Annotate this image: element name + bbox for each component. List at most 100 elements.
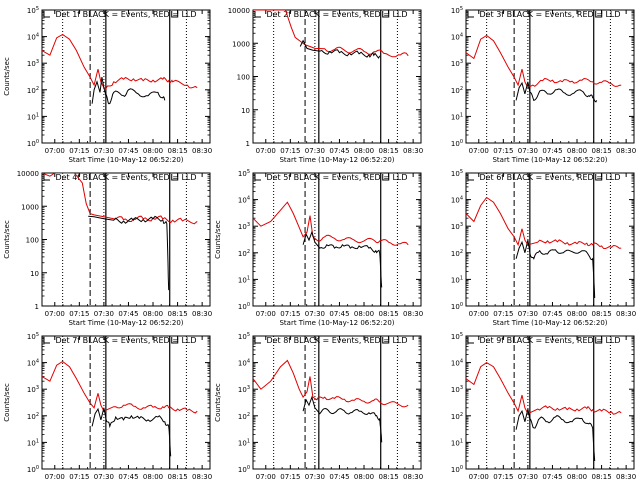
y-tick-label: 100 [27, 139, 39, 148]
x-tick-label: 08:30 [403, 147, 423, 155]
y-axis-label: Counts/sec [3, 57, 11, 96]
series-events-black [299, 39, 381, 59]
y-tick-label: 100 [238, 302, 250, 311]
x-tick-label: 07:45 [118, 310, 138, 318]
y-tick-label: 101 [238, 275, 250, 284]
y-tick-label: 105 [451, 169, 463, 178]
y-tick-label: 100 [26, 237, 39, 245]
detector-panel-5: Det 5f BLACK = Events, RED = LLD Counts/s… [214, 169, 423, 327]
x-tick-label: 07:00 [45, 473, 65, 480]
y-tick-label: 100 [451, 465, 463, 474]
series-events-black [515, 408, 596, 462]
x-tick-label: 07:45 [118, 147, 138, 155]
series-events-black [91, 407, 172, 457]
x-tick-label: 08:15 [591, 147, 611, 155]
x-tick-label: 07:15 [280, 473, 300, 480]
y-tick-label: 102 [27, 86, 39, 95]
y-tick-label: 104 [27, 33, 39, 42]
x-tick-label: 07:45 [329, 310, 349, 318]
x-tick-label: 08:00 [143, 473, 163, 480]
y-axis-label: Counts/sec [214, 220, 222, 259]
end-flag [382, 337, 390, 344]
x-tick-label: 08:00 [567, 473, 587, 480]
series-events-black [88, 215, 170, 291]
panel-title: Det 8f BLACK = Events, RED = LLD [266, 336, 407, 345]
x-tick-label: 07:00 [45, 147, 65, 155]
x-tick-label: 07:15 [69, 147, 89, 155]
plot-frame [465, 172, 635, 307]
y-tick-label: 104 [451, 196, 463, 205]
end-flag [382, 11, 390, 18]
panel-title: Det 2f BLACK = Events, RED = LLD [266, 10, 407, 19]
y-tick-label: 105 [451, 6, 463, 15]
x-tick-label: 08:15 [378, 473, 398, 480]
y-tick-label: 1000 [232, 40, 250, 48]
x-tick-label: 08:00 [567, 147, 587, 155]
x-tick-label: 07:30 [94, 473, 114, 480]
x-tick-label: 07:30 [94, 310, 114, 318]
plot-frame [41, 172, 211, 307]
x-tick-label: 07:00 [469, 147, 489, 155]
series-lld-red [466, 196, 622, 250]
detector-panel-8: Det 8f BLACK = Events, RED = LLD Counts/s… [214, 332, 423, 480]
detector-panel-3: Det 3f BLACK = Events, RED = LLD 100 101 10… [451, 6, 636, 164]
y-tick-label: 104 [451, 33, 463, 42]
series-lld-red [42, 360, 198, 414]
end-flag [171, 11, 179, 18]
y-tick-label: 102 [451, 86, 463, 95]
y-axis-label: Counts/sec [3, 220, 11, 259]
x-tick-label: 08:15 [167, 147, 187, 155]
x-tick-label: 07:15 [493, 310, 513, 318]
x-tick-label: 07:15 [69, 310, 89, 318]
x-tick-label: 07:15 [493, 473, 513, 480]
y-tick-label: 104 [27, 359, 39, 368]
y-tick-label: 1000 [21, 203, 39, 211]
x-tick-label: 08:30 [192, 310, 212, 318]
detector-panel-2: Det 2f BLACK = Events, RED = LLD 1 10 100 10… [228, 7, 424, 164]
y-tick-label: 100 [27, 465, 39, 474]
x-tick-label: 08:00 [143, 147, 163, 155]
y-tick-label: 101 [238, 438, 250, 447]
start-flag [254, 11, 261, 18]
start-flag [254, 337, 261, 344]
series-lld-red [466, 362, 622, 415]
x-tick-label: 07:30 [518, 473, 538, 480]
x-tick-label: 07:45 [329, 147, 349, 155]
x-tick-label: 08:30 [616, 473, 636, 480]
end-flag [382, 174, 390, 181]
x-axis-label: Start Time (10-May-12 06:52:20) [279, 156, 394, 164]
panel-title: Det 9f BLACK = Events, RED = LLD [479, 336, 620, 345]
y-tick-label: 103 [238, 222, 250, 231]
x-tick-label: 07:00 [256, 473, 276, 480]
end-flag [595, 337, 603, 344]
series-events-black [515, 239, 596, 299]
x-tick-label: 07:45 [542, 147, 562, 155]
start-flag [43, 11, 50, 18]
x-axis-label: Start Time (10-May-12 06:52:20) [492, 156, 607, 164]
x-tick-label: 07:30 [518, 310, 538, 318]
y-axis-label: Counts/sec [3, 383, 11, 422]
y-tick-label: 101 [451, 275, 463, 284]
series-events-black [91, 77, 166, 105]
y-tick-label: 105 [27, 6, 39, 15]
start-flag [467, 337, 474, 344]
y-tick-label: 1 [35, 303, 39, 311]
y-tick-label: 102 [451, 249, 463, 258]
plot-frame [41, 335, 211, 470]
x-tick-label: 08:00 [354, 310, 374, 318]
y-tick-label: 103 [451, 385, 463, 394]
x-tick-label: 08:15 [591, 473, 611, 480]
x-tick-label: 08:00 [567, 310, 587, 318]
y-tick-label: 105 [238, 332, 250, 341]
detector-panel-9: Det 9f BLACK = Events, RED = LLD 100 101 10… [451, 332, 636, 480]
x-tick-label: 07:00 [256, 147, 276, 155]
panel-title: Det 1f BLACK = Events, RED = LLD [55, 10, 196, 19]
x-tick-label: 07:45 [542, 473, 562, 480]
detector-panel-4: Det 4f BLACK = Events, RED = LLD Counts/s… [3, 170, 212, 327]
start-flag [254, 174, 261, 181]
y-tick-label: 105 [27, 332, 39, 341]
series-lld-red [466, 34, 622, 89]
plot-frame [465, 335, 635, 470]
x-axis-label: Start Time (10-May-12 06:52:20) [492, 319, 607, 327]
x-tick-label: 07:45 [329, 473, 349, 480]
